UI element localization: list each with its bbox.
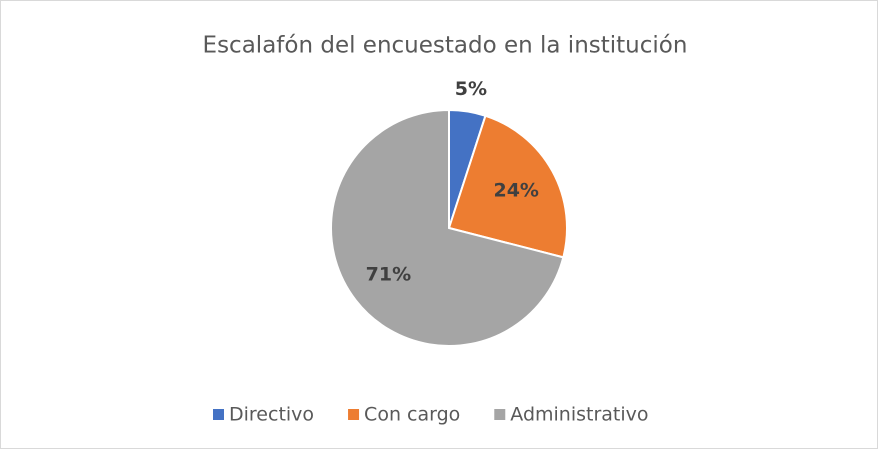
chart-title: Escalafón del encuestado en la instituci… bbox=[203, 33, 688, 59]
legend-label: Con cargo bbox=[364, 404, 460, 426]
legend-label: Administrativo bbox=[510, 404, 648, 426]
data-label: 5% bbox=[455, 78, 487, 100]
legend-label: Directivo bbox=[229, 404, 314, 426]
pie-slice bbox=[330, 108, 565, 347]
legend-swatch bbox=[494, 409, 506, 420]
data-label: 71% bbox=[366, 264, 411, 286]
data-label: 24% bbox=[493, 180, 538, 202]
pie-slice bbox=[447, 114, 568, 259]
legend-swatch bbox=[348, 409, 360, 420]
legend-swatch bbox=[213, 409, 224, 420]
